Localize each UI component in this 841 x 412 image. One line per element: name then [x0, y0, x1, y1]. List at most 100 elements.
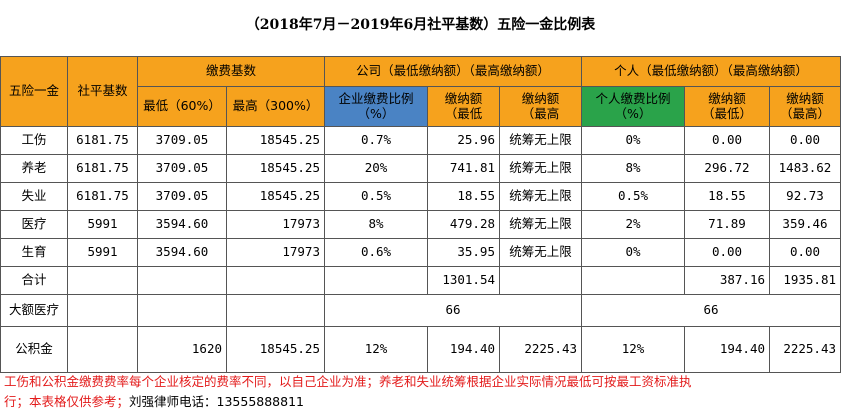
total-personal-min: 387.16 [684, 266, 770, 295]
row-min-base: 3594.60 [137, 238, 227, 267]
row-personal-min: 0.00 [684, 238, 770, 267]
row-name: 医疗 [0, 210, 68, 239]
row-max-base: 18545.25 [226, 126, 325, 155]
row-personal-min: 18.55 [684, 182, 770, 211]
row-max-base: 18545.25 [226, 182, 325, 211]
row-avg-base: 6181.75 [67, 126, 138, 155]
big-medical-label: 大额医疗 [0, 294, 68, 327]
row-name: 养老 [0, 154, 68, 183]
row-company-max: 统筹无上限 [499, 126, 582, 155]
header-row-1: 五险一金 社平基数 缴费基数 公司（最低缴纳额）（最高缴纳额） 个人（最低缴纳额… [0, 56, 841, 127]
header-company: 公司（最低缴纳额）（最高缴纳额） [324, 56, 582, 87]
row-avg-base: 6181.75 [67, 154, 138, 183]
row-personal-min: 0.00 [684, 126, 770, 155]
table-row: 工伤 6181.75 3709.05 18545.25 0.7% 25.96 统… [0, 126, 841, 155]
table-row: 医疗 5991 3594.60 17973 8% 479.28 统筹无上限 2%… [0, 210, 841, 239]
row-company-ratio: 0.7% [324, 126, 428, 155]
row-company-max: 统筹无上限 [499, 182, 582, 211]
row-name: 工伤 [0, 126, 68, 155]
company-pay-min-line2: （最低 [444, 105, 483, 121]
total-personal-max: 1935.81 [769, 266, 841, 295]
row-personal-min: 296.72 [684, 154, 770, 183]
total-label: 合计 [0, 266, 68, 295]
row-company-min: 18.55 [427, 182, 500, 211]
row-company-max: 统筹无上限 [499, 154, 582, 183]
housing-fund-company-max: 2225.43 [499, 326, 582, 373]
header-personal-pay-max: 缴纳额 （最高） [769, 86, 841, 127]
header-pay-base: 缴费基数 [137, 56, 325, 87]
total-company-min: 1301.54 [427, 266, 500, 295]
row-max-base: 17973 [226, 210, 325, 239]
personal-pay-max-line2: （最高） [779, 105, 830, 121]
header-personal-ratio: 个人缴费比例 （%） [581, 86, 685, 127]
table-row: 生育 5991 3594.60 17973 0.6% 35.95 统筹无上限 0… [0, 238, 841, 267]
personal-pay-min-line1: 缴纳额 [708, 91, 746, 107]
row-personal-max: 0.00 [769, 126, 841, 155]
footer-line-2: 行；本表格仅供参考；刘强律师电话：13555888811 [4, 392, 840, 412]
row-company-min: 741.81 [427, 154, 500, 183]
row-company-min: 35.95 [427, 238, 500, 267]
header-avg-base: 社平基数 [67, 56, 138, 127]
footer-contact: 刘强律师电话：13555888811 [129, 394, 304, 409]
company-ratio-line1: 企业缴费比例 [338, 91, 414, 107]
big-medical-personal: 66 [581, 294, 841, 327]
header-company-ratio: 企业缴费比例 （%） [324, 86, 428, 127]
row-personal-max: 1483.62 [769, 154, 841, 183]
header-insurance: 五险一金 [0, 56, 68, 127]
row-min-base: 3709.05 [137, 182, 227, 211]
row-max-base: 17973 [226, 238, 325, 267]
personal-ratio-line1: 个人缴费比例 [595, 91, 671, 107]
row-personal-ratio: 0% [581, 126, 685, 155]
big-medical-row: 大额医疗 66 66 [0, 294, 841, 327]
housing-fund-personal-min: 194.40 [684, 326, 770, 373]
row-min-base: 3594.60 [137, 210, 227, 239]
row-personal-ratio: 8% [581, 154, 685, 183]
row-max-base: 18545.25 [226, 154, 325, 183]
row-personal-min: 71.89 [684, 210, 770, 239]
housing-fund-personal-ratio: 12% [581, 326, 685, 373]
big-medical-company: 66 [324, 294, 582, 327]
personal-ratio-line2: （%） [614, 105, 652, 121]
row-personal-ratio: 0% [581, 238, 685, 267]
personal-pay-max-line1: 缴纳额 [786, 91, 824, 107]
footer-note: 工伤和公积金缴费费率每个企业核定的费率不同，以自己企业为准；养老和失业统筹根据企… [4, 372, 840, 412]
housing-fund-row: 公积金 1620 18545.25 12% 194.40 2225.43 12%… [0, 326, 841, 373]
row-company-min: 25.96 [427, 126, 500, 155]
row-company-ratio: 20% [324, 154, 428, 183]
header-personal: 个人（最低缴纳额）（最高缴纳额） [581, 56, 841, 87]
row-personal-max: 0.00 [769, 238, 841, 267]
total-row: 合计 1301.54 387.16 1935.81 [0, 266, 841, 295]
row-company-max: 统筹无上限 [499, 238, 582, 267]
housing-fund-label: 公积金 [0, 326, 68, 373]
row-name: 生育 [0, 238, 68, 267]
company-pay-min-line1: 缴纳额 [444, 91, 483, 107]
row-personal-max: 92.73 [769, 182, 841, 211]
housing-fund-max: 18545.25 [226, 326, 325, 373]
row-avg-base: 5991 [67, 238, 138, 267]
row-company-ratio: 8% [324, 210, 428, 239]
row-avg-base: 5991 [67, 210, 138, 239]
header-personal-pay-min: 缴纳额 （最低） [684, 86, 770, 127]
row-company-max: 统筹无上限 [499, 210, 582, 239]
personal-pay-min-line2: （最低） [701, 105, 752, 121]
header-company-pay-min: 缴纳额 （最低 [427, 86, 500, 127]
housing-fund-company-min: 194.40 [427, 326, 500, 373]
row-personal-ratio: 2% [581, 210, 685, 239]
row-personal-max: 359.46 [769, 210, 841, 239]
table-row: 失业 6181.75 3709.05 18545.25 0.5% 18.55 统… [0, 182, 841, 211]
row-avg-base: 6181.75 [67, 182, 138, 211]
insurance-table: 五险一金 社平基数 缴费基数 公司（最低缴纳额）（最高缴纳额） 个人（最低缴纳额… [0, 56, 841, 373]
row-min-base: 3709.05 [137, 154, 227, 183]
header-row-2: 最低（60%） 最高（300%） 企业缴费比例 （%） 缴纳额 （最低 缴纳额 … [1, 86, 841, 127]
footer-line-1: 工伤和公积金缴费费率每个企业核定的费率不同，以自己企业为准；养老和失业统筹根据企… [4, 374, 692, 389]
row-company-ratio: 0.6% [324, 238, 428, 267]
company-ratio-line2: （%） [357, 105, 395, 121]
footer-line-2-red: 行；本表格仅供参考； [4, 394, 130, 409]
company-pay-max-line1: 缴纳额 [521, 91, 560, 107]
header-company-pay-max: 缴纳额 （最高 [499, 86, 582, 127]
row-name: 失业 [0, 182, 68, 211]
housing-fund-min: 1620 [137, 326, 227, 373]
row-min-base: 3709.05 [137, 126, 227, 155]
table-row: 养老 6181.75 3709.05 18545.25 20% 741.81 统… [0, 154, 841, 183]
company-pay-max-line2: （最高 [521, 105, 560, 121]
